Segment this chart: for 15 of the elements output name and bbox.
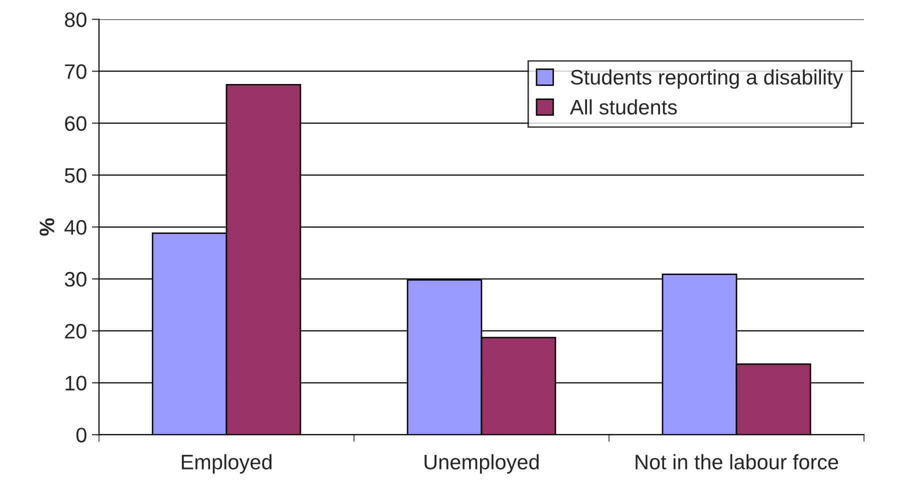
y-axis-title: % [40, 218, 54, 236]
y-tick-label: 80 [64, 12, 86, 28]
y-tick-label: 30 [64, 272, 86, 287]
y-tick-label: 10 [66, 376, 86, 391]
x-tick-label: Employed [182, 454, 272, 474]
legend-label: Students reporting a disability [570, 69, 844, 89]
y-tick-label: 0 [76, 428, 86, 442]
legend-label: All students [570, 99, 677, 115]
y-tick-label: 70 [65, 64, 86, 79]
x-tick-label: Not in the labour force [636, 454, 838, 470]
y-tick-label: 50 [64, 168, 86, 183]
y-tick-label: 20 [65, 324, 86, 339]
y-tick-label: 40 [64, 220, 86, 235]
x-tick-label: Unemployed [424, 454, 539, 474]
y-tick-label: 60 [65, 116, 86, 131]
